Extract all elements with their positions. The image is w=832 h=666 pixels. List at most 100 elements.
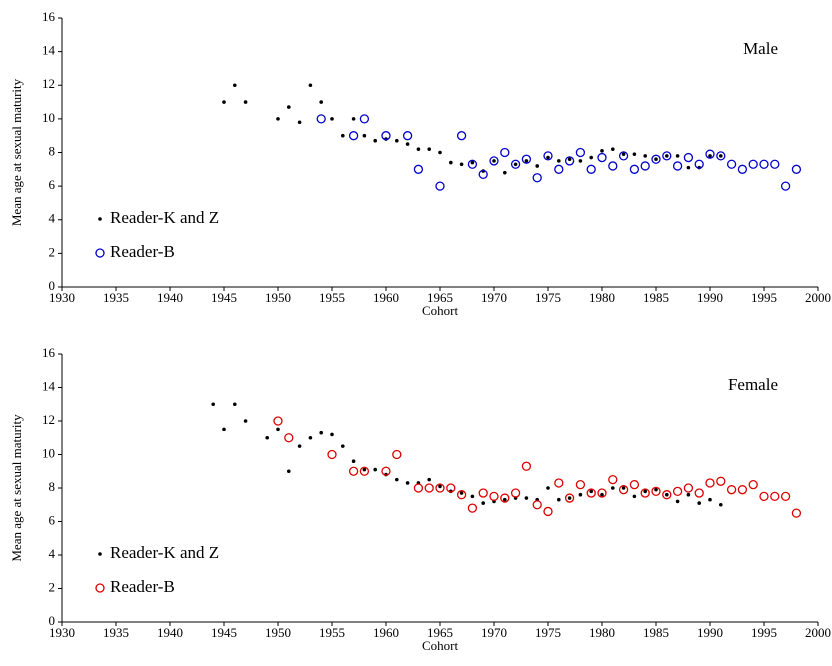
point xyxy=(467,159,478,169)
legend-marker xyxy=(95,248,105,258)
point xyxy=(675,154,680,158)
point xyxy=(395,477,399,482)
point xyxy=(621,152,626,156)
x-tick-label: 2000 xyxy=(805,625,831,640)
y-tick-label: 0 xyxy=(49,613,56,628)
point xyxy=(222,100,226,104)
point xyxy=(694,488,704,498)
x-tick-label: 1950 xyxy=(265,290,291,305)
x-tick-label: 1980 xyxy=(589,290,615,305)
point xyxy=(567,157,572,162)
point xyxy=(287,469,291,474)
point xyxy=(265,435,270,440)
point xyxy=(597,152,607,163)
point xyxy=(500,147,510,158)
y-axis-label: Mean age at sexual maturity xyxy=(9,78,24,226)
point xyxy=(654,157,658,162)
point xyxy=(362,133,367,138)
point xyxy=(586,164,596,174)
point xyxy=(586,488,596,498)
point xyxy=(211,402,215,407)
legend-label: Reader-B xyxy=(110,577,175,596)
point xyxy=(726,159,737,169)
point xyxy=(719,502,723,507)
point xyxy=(694,159,704,169)
point xyxy=(737,164,748,174)
x-tick-label: 1960 xyxy=(373,625,399,640)
point xyxy=(665,154,669,158)
y-axis-label: Mean age at sexual maturity xyxy=(9,414,24,562)
x-tick-label: 1930 xyxy=(49,625,75,640)
x-tick-label: 2000 xyxy=(805,290,831,305)
point xyxy=(643,489,647,494)
point xyxy=(297,444,302,448)
point xyxy=(683,483,694,493)
point xyxy=(470,494,475,499)
x-tick-label: 1935 xyxy=(103,625,129,640)
point xyxy=(287,105,291,109)
y-tick-label: 12 xyxy=(42,76,55,91)
x-tick-label: 1945 xyxy=(211,625,237,640)
point xyxy=(672,486,683,497)
point xyxy=(467,503,478,513)
point xyxy=(629,164,640,174)
point xyxy=(243,100,248,104)
point xyxy=(618,151,629,161)
point xyxy=(521,461,532,471)
point xyxy=(341,133,345,138)
point xyxy=(618,485,629,495)
y-tick-label: 10 xyxy=(42,445,55,460)
point xyxy=(543,506,553,517)
point xyxy=(719,154,723,158)
point xyxy=(662,490,672,500)
x-tick-label: 1970 xyxy=(481,290,507,305)
legend-marker xyxy=(95,583,105,593)
point xyxy=(351,459,356,464)
point xyxy=(780,181,791,191)
legend-marker xyxy=(98,217,102,221)
point xyxy=(600,492,604,497)
point xyxy=(513,162,518,167)
point xyxy=(276,427,280,432)
y-tick-label: 0 xyxy=(49,278,56,293)
y-tick-label: 6 xyxy=(49,177,56,192)
point xyxy=(708,154,712,158)
point xyxy=(651,154,661,164)
y-tick-label: 6 xyxy=(49,512,56,527)
point xyxy=(589,489,593,494)
point xyxy=(492,159,496,163)
point xyxy=(405,142,410,146)
point xyxy=(327,449,337,460)
point xyxy=(554,478,564,488)
x-tick-label: 1930 xyxy=(49,290,75,305)
point xyxy=(554,164,564,174)
annotation: Male xyxy=(743,39,778,58)
point xyxy=(395,138,399,143)
point xyxy=(243,419,248,423)
point xyxy=(640,488,650,498)
point xyxy=(683,152,694,163)
point xyxy=(435,181,445,191)
point xyxy=(222,427,226,432)
y-tick-label: 8 xyxy=(49,143,56,158)
point xyxy=(589,155,593,160)
annotation: Female xyxy=(728,375,778,394)
point xyxy=(608,474,618,485)
y-tick-label: 16 xyxy=(42,345,56,360)
point xyxy=(316,114,326,124)
point xyxy=(427,147,432,151)
point xyxy=(686,492,691,497)
point xyxy=(348,466,359,476)
x-tick-label: 1955 xyxy=(319,625,345,640)
x-tick-label: 1965 xyxy=(427,625,453,640)
legend-marker xyxy=(98,552,102,556)
point xyxy=(629,479,640,490)
point xyxy=(686,165,691,170)
point xyxy=(665,492,669,497)
point xyxy=(546,486,550,490)
point xyxy=(402,131,413,141)
point xyxy=(478,169,488,180)
x-axis-label: Cohort xyxy=(422,638,459,653)
point xyxy=(600,149,604,153)
point xyxy=(578,159,583,163)
